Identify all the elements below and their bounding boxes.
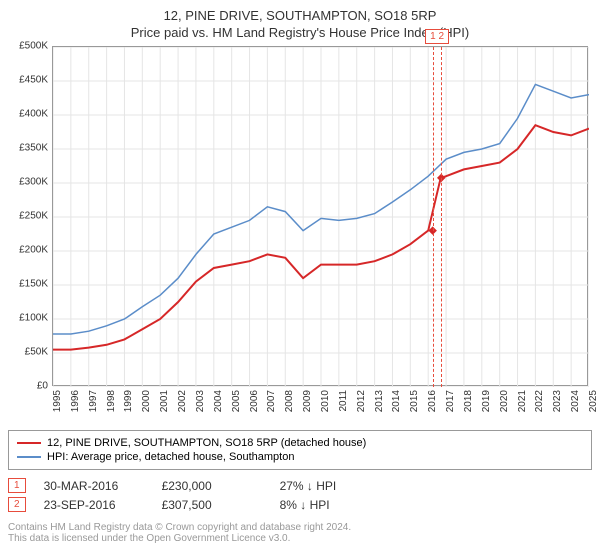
legend-swatch <box>17 456 41 458</box>
attribution-line2: This data is licensed under the Open Gov… <box>8 533 592 544</box>
x-tick-label: 2011 <box>338 390 349 412</box>
sales-table: 1 30-MAR-2016 £230,000 27% ↓ HPI 2 23-SEP-201… <box>8 478 592 512</box>
x-tick-label: 2025 <box>588 390 599 412</box>
x-tick-label: 1996 <box>70 390 81 412</box>
attribution: Contains HM Land Registry data © Crown c… <box>8 522 592 544</box>
y-tick-label: £400K <box>19 109 48 120</box>
row-marker: 2 <box>8 497 26 512</box>
y-tick-label: £0 <box>37 381 48 392</box>
x-axis: 1995 1996 1997 1998 1999 2000 2001 2002 2003 2004… <box>52 388 588 426</box>
title-line2: Price paid vs. HM Land Registry's House … <box>8 25 592 40</box>
x-tick-label: 2015 <box>409 390 420 412</box>
y-tick-label: £50K <box>25 347 48 358</box>
cell-delta: 8% ↓ HPI <box>280 498 380 512</box>
x-tick-label: 2009 <box>302 390 313 412</box>
x-tick-label: 2008 <box>284 390 295 412</box>
title-line1: 12, PINE DRIVE, SOUTHAMPTON, SO18 5RP <box>8 8 592 23</box>
x-tick-label: 2020 <box>499 390 510 412</box>
x-tick-label: 1997 <box>88 390 99 412</box>
legend-label: 12, PINE DRIVE, SOUTHAMPTON, SO18 5RP (d… <box>47 437 366 449</box>
x-tick-label: 2000 <box>141 390 152 412</box>
legend-label: HPI: Average price, detached house, Sout… <box>47 451 294 463</box>
cell-date: 30-MAR-2016 <box>44 479 144 493</box>
y-tick-label: £250K <box>19 211 48 222</box>
table-row: 1 30-MAR-2016 £230,000 27% ↓ HPI <box>8 478 592 493</box>
x-tick-label: 2017 <box>445 390 456 412</box>
sale-marker-line <box>433 47 434 387</box>
x-tick-label: 2003 <box>195 390 206 412</box>
chart-container: £0 £50K £100K £150K £200K £250K £300K £350K £400… <box>8 46 592 426</box>
y-tick-label: £500K <box>19 41 48 52</box>
x-tick-label: 2012 <box>356 390 367 412</box>
cell-delta: 27% ↓ HPI <box>280 479 380 493</box>
legend-item: HPI: Average price, detached house, Sout… <box>17 451 583 463</box>
x-tick-label: 2024 <box>570 390 581 412</box>
x-tick-label: 2018 <box>463 390 474 412</box>
x-tick-label: 1995 <box>52 390 63 412</box>
x-tick-label: 2022 <box>534 390 545 412</box>
x-tick-label: 2001 <box>159 390 170 412</box>
sale-marker-line <box>441 47 442 387</box>
x-tick-label: 2023 <box>552 390 563 412</box>
y-tick-label: £300K <box>19 177 48 188</box>
x-tick-label: 1998 <box>106 390 117 412</box>
x-tick-label: 2021 <box>517 390 528 412</box>
x-tick-label: 2002 <box>177 390 188 412</box>
x-tick-label: 2005 <box>231 390 242 412</box>
y-axis: £0£50K£100K£150K£200K£250K£300K£350K£400… <box>8 46 50 386</box>
attribution-line1: Contains HM Land Registry data © Crown c… <box>8 522 592 533</box>
table-row: 2 23-SEP-2016 £307,500 8% ↓ HPI <box>8 497 592 512</box>
cell-price: £230,000 <box>162 479 262 493</box>
cell-price: £307,500 <box>162 498 262 512</box>
chart-svg <box>53 47 589 387</box>
legend: 12, PINE DRIVE, SOUTHAMPTON, SO18 5RP (d… <box>8 430 592 470</box>
legend-swatch <box>17 442 41 444</box>
row-marker: 1 <box>8 478 26 493</box>
y-tick-label: £100K <box>19 313 48 324</box>
sale-marker-header: 1 2 <box>425 29 449 44</box>
x-tick-label: 2013 <box>374 390 385 412</box>
y-tick-label: £450K <box>19 75 48 86</box>
legend-item: 12, PINE DRIVE, SOUTHAMPTON, SO18 5RP (d… <box>17 437 583 449</box>
x-tick-label: 1999 <box>123 390 134 412</box>
x-tick-label: 2014 <box>391 390 402 412</box>
chart-title-block: 12, PINE DRIVE, SOUTHAMPTON, SO18 5RP Pr… <box>8 8 592 40</box>
x-tick-label: 2006 <box>249 390 260 412</box>
x-tick-label: 2019 <box>481 390 492 412</box>
x-tick-label: 2016 <box>427 390 438 412</box>
x-tick-label: 2007 <box>266 390 277 412</box>
plot-area: 1 2 <box>52 46 588 386</box>
x-tick-label: 2004 <box>213 390 224 412</box>
y-tick-label: £200K <box>19 245 48 256</box>
x-tick-label: 2010 <box>320 390 331 412</box>
cell-date: 23-SEP-2016 <box>44 498 144 512</box>
y-tick-label: £150K <box>19 279 48 290</box>
y-tick-label: £350K <box>19 143 48 154</box>
